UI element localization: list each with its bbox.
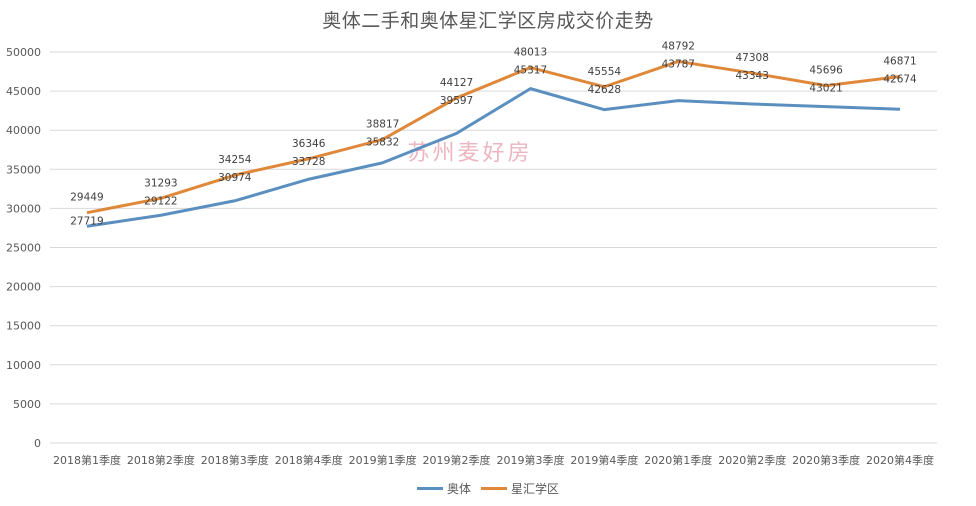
data-label-aoti: 39597 — [440, 95, 473, 107]
legend-item-aoti: 奥体 — [416, 480, 471, 497]
data-label-aoti: 27719 — [70, 216, 103, 228]
data-label-xinghui: 31293 — [144, 177, 177, 189]
data-label-aoti: 45317 — [514, 65, 547, 77]
data-label-aoti: 43787 — [662, 58, 695, 70]
data-label-xinghui: 45554 — [588, 66, 622, 78]
x-tick-label: 2018第4季度 — [275, 453, 343, 467]
data-label-xinghui: 29449 — [70, 192, 103, 204]
legend-label-aoti: 奥体 — [446, 482, 471, 496]
data-label-xinghui: 36346 — [292, 138, 326, 150]
x-tick-label: 2019第4季度 — [570, 453, 638, 467]
data-label-aoti: 42628 — [588, 84, 621, 96]
data-label-aoti: 30974 — [218, 172, 252, 184]
data-label-xinghui: 46871 — [883, 55, 916, 67]
x-tick-label: 2020第4季度 — [866, 453, 934, 467]
x-tick-label: 2018第3季度 — [201, 453, 269, 467]
y-tick-label: 0 — [34, 437, 41, 450]
legend-item-xinghui: 星汇学区 — [481, 480, 559, 497]
chart-legend: 奥体 星汇学区 — [0, 480, 976, 497]
legend-swatch-xinghui — [481, 487, 507, 490]
y-tick-label: 20000 — [6, 281, 41, 294]
data-label-aoti: 42674 — [883, 73, 917, 85]
data-label-xinghui: 47308 — [736, 52, 769, 64]
y-tick-label: 10000 — [6, 359, 41, 372]
data-label-aoti: 29122 — [144, 195, 177, 207]
x-tick-label: 2020第2季度 — [718, 453, 786, 467]
x-tick-label: 2020第1季度 — [644, 453, 712, 467]
data-label-aoti: 33728 — [292, 156, 325, 168]
x-tick-label: 2019第2季度 — [423, 453, 491, 467]
data-label-xinghui: 48792 — [662, 40, 695, 52]
data-label-xinghui: 48013 — [514, 47, 547, 59]
data-label-xinghui: 38817 — [366, 118, 399, 130]
legend-swatch-aoti — [416, 487, 443, 490]
data-label-aoti: 43021 — [809, 83, 842, 95]
data-label-aoti: 43343 — [736, 70, 769, 82]
x-tick-label: 2020第3季度 — [792, 453, 860, 467]
y-tick-label: 15000 — [6, 320, 41, 333]
legend-label-xinghui: 星汇学区 — [511, 482, 560, 496]
x-tick-label: 2018第2季度 — [127, 453, 195, 467]
series-line-1 — [86, 59, 901, 215]
y-tick-label: 50000 — [6, 46, 41, 59]
y-tick-label: 30000 — [6, 202, 41, 215]
y-tick-label: 45000 — [6, 85, 41, 98]
series-line-0 — [86, 87, 901, 228]
x-tick-label: 2019第3季度 — [496, 453, 564, 467]
y-tick-label: 35000 — [6, 163, 41, 176]
x-tick-label: 2019第1季度 — [349, 453, 417, 467]
y-tick-label: 5000 — [13, 398, 41, 411]
x-tick-label: 2018第1季度 — [53, 453, 121, 467]
data-label-xinghui: 34254 — [218, 154, 252, 166]
data-label-aoti: 35832 — [366, 136, 399, 148]
y-tick-label: 25000 — [6, 242, 41, 255]
data-label-xinghui: 45696 — [809, 65, 843, 77]
data-label-xinghui: 44127 — [440, 77, 473, 89]
y-tick-label: 40000 — [6, 124, 41, 137]
chart-title: 奥体二手和奥体星汇学区房成交价走势 — [322, 10, 654, 32]
